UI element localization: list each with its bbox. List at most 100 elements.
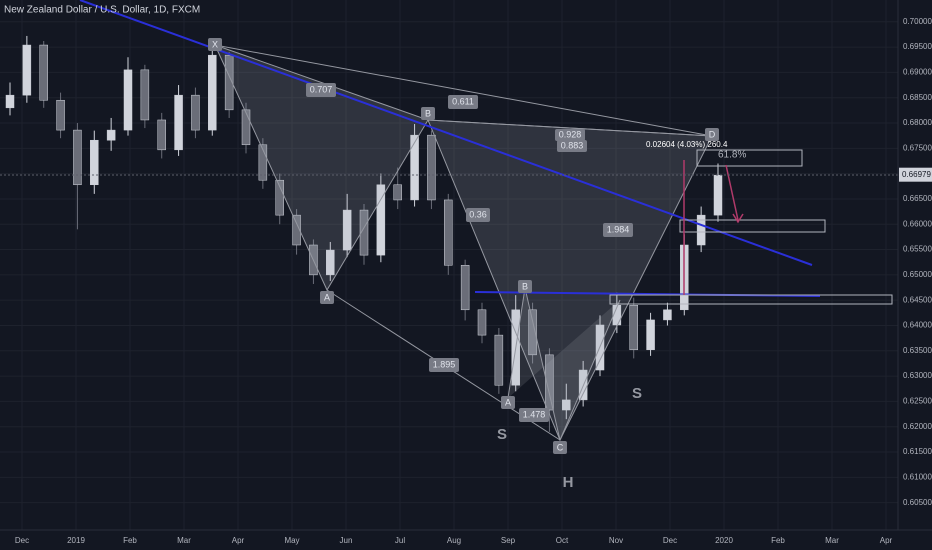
candle-body xyxy=(460,265,470,311)
candle-body xyxy=(376,184,386,256)
x-tick-label: Jun xyxy=(340,536,353,545)
candle-body xyxy=(208,54,217,131)
point-label: C xyxy=(557,442,564,452)
fib-label: 61.8% xyxy=(718,150,746,161)
ratio-label: 0.611 xyxy=(452,96,474,106)
candle-body xyxy=(123,69,133,131)
candle-body xyxy=(359,209,369,256)
point-label: X xyxy=(212,39,218,49)
candle-body xyxy=(545,354,554,411)
drawings xyxy=(0,0,898,442)
bd-line xyxy=(427,119,713,137)
point-box xyxy=(553,441,567,454)
y-tick-label: 0.63500 xyxy=(903,346,932,355)
y-tick-label: 0.63000 xyxy=(903,371,932,380)
x-tick-label: Jul xyxy=(395,536,405,545)
y-tick-label: 0.62000 xyxy=(903,422,932,431)
candle-body xyxy=(494,334,504,386)
x-tick-label: Feb xyxy=(123,536,137,545)
ratio-box xyxy=(603,223,633,237)
pattern-letter: H xyxy=(563,474,574,491)
y-tick-label: 0.65500 xyxy=(903,245,932,254)
ratio-box xyxy=(557,140,587,152)
zone xyxy=(696,149,803,167)
y-tick-label: 0.62500 xyxy=(903,397,932,406)
candle-body xyxy=(612,304,622,326)
candle-body xyxy=(713,174,723,216)
candle-body xyxy=(39,44,48,101)
point-box xyxy=(421,107,435,120)
point-label: A xyxy=(505,397,511,407)
y-tick-label: 0.68500 xyxy=(903,93,932,102)
ratio-label: 1.895 xyxy=(433,359,456,369)
last-price-tag xyxy=(899,167,932,182)
candle-body xyxy=(90,139,99,186)
y-tick-label: 0.64500 xyxy=(903,295,932,304)
candle-body xyxy=(106,129,116,141)
candle-body xyxy=(275,179,284,216)
x-tick-label: 2020 xyxy=(715,536,733,545)
y-tick-label: 0.67500 xyxy=(903,143,932,152)
candle-body xyxy=(174,94,183,151)
candle-body xyxy=(258,144,268,181)
arrow xyxy=(725,164,744,224)
candle-body xyxy=(629,304,638,351)
ratio-box xyxy=(466,208,490,222)
x-tick-label: Aug xyxy=(447,536,461,545)
ratio-box xyxy=(519,408,549,422)
candle-body xyxy=(528,309,537,356)
ratio-label: 1.984 xyxy=(607,224,630,234)
ratio-box xyxy=(555,129,585,141)
y-tick-label: 0.64000 xyxy=(903,321,932,330)
x-tick-label: Apr xyxy=(880,536,893,545)
ratio-label: 0.707 xyxy=(310,84,333,94)
point-box xyxy=(705,128,719,141)
candle-body xyxy=(22,44,32,96)
candle-body xyxy=(427,134,436,201)
candle-body xyxy=(444,199,453,266)
zone xyxy=(609,294,893,305)
point-label: B xyxy=(425,108,431,118)
y-tick-label: 0.61500 xyxy=(903,447,932,456)
x-tick-label: Mar xyxy=(825,536,839,545)
x-tick-label: Apr xyxy=(232,536,245,545)
ratio-label: 1.478 xyxy=(523,409,546,419)
point-label: A xyxy=(324,292,330,302)
candle-body xyxy=(696,214,706,246)
candle-body xyxy=(5,94,15,109)
x-tick-label: 2019 xyxy=(67,536,85,545)
candle-body xyxy=(477,309,487,336)
y-tick-label: 0.65000 xyxy=(903,270,932,279)
last-price-label: 0.66979 xyxy=(902,170,931,179)
x-tick-label: Nov xyxy=(609,536,623,545)
candle-body xyxy=(224,54,234,111)
ratio-label: 0.883 xyxy=(561,140,584,150)
candle-body xyxy=(56,99,65,131)
y-tick-label: 0.61000 xyxy=(903,472,932,481)
candle-body xyxy=(140,69,150,121)
candle-body xyxy=(73,129,82,186)
candle-body xyxy=(646,319,655,351)
y-tick-label: 0.70000 xyxy=(903,17,932,26)
pattern-letter: S xyxy=(632,385,642,402)
ratio-box xyxy=(306,83,336,97)
x-tick-label: Feb xyxy=(771,536,785,545)
x-tick-label: Dec xyxy=(15,536,29,545)
x-tick-label: Oct xyxy=(556,536,569,545)
pattern-letter: S xyxy=(497,426,507,443)
y-tick-label: 0.69000 xyxy=(903,67,932,76)
candle-body xyxy=(562,399,571,411)
abc-pattern xyxy=(507,287,621,442)
point-label: D xyxy=(709,129,716,139)
candle-body xyxy=(292,214,301,246)
point-box xyxy=(208,38,222,51)
candle-body xyxy=(342,209,352,251)
point-box xyxy=(320,291,334,304)
y-tick-label: 0.66000 xyxy=(903,219,932,228)
zone xyxy=(679,219,826,233)
y-tick-label: 0.68000 xyxy=(903,118,932,127)
y-tick-label: 0.69500 xyxy=(903,42,932,51)
x-tick-label: Dec xyxy=(663,536,677,545)
candle-body xyxy=(191,94,200,131)
x-tick-label: Mar xyxy=(177,536,191,545)
